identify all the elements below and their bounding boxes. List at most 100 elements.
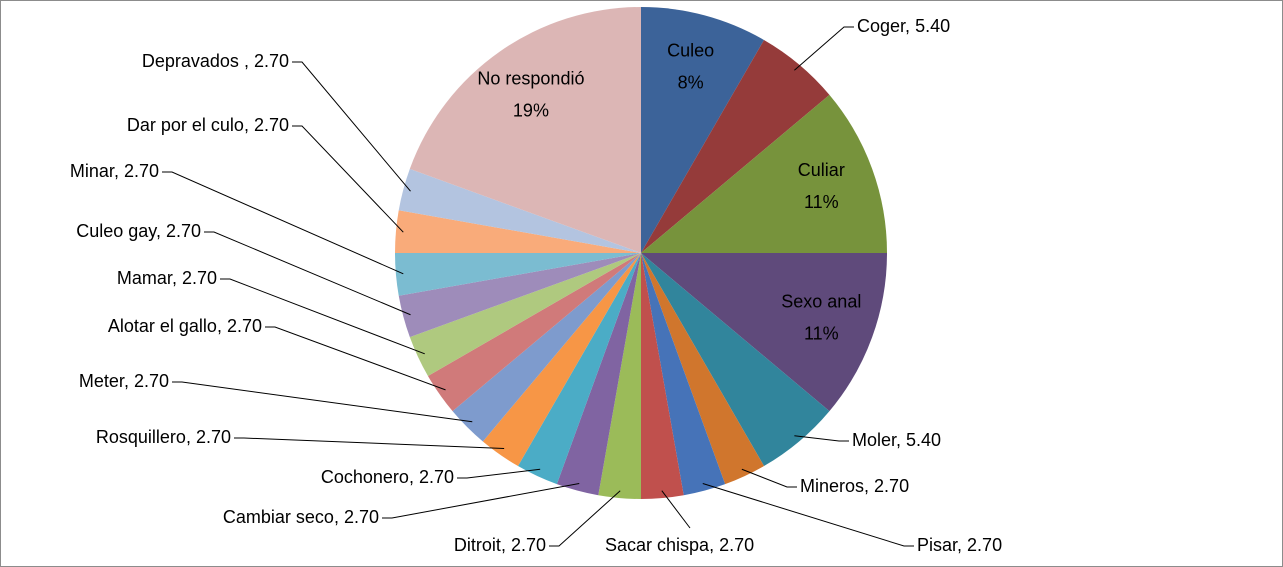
label-separator: , [217,316,227,336]
data-label: Alotar el gallo, 2.70 [108,316,262,336]
pie-slice [641,94,887,254]
value-label: 2.70 [967,535,1002,555]
pie-slice [641,253,684,499]
category-label: Sacar chispa [605,535,710,555]
pie-slice [641,253,726,496]
label-separator: , [124,371,134,391]
pie-slice [641,7,764,253]
value-label: 5.40 [915,16,950,36]
pie-slice [641,39,830,254]
data-label: Rosquillero, 2.70 [96,427,231,447]
category-label: Dar por el culo [127,115,244,135]
category-label: Alotar el gallo [108,316,217,336]
category-label: Mineros [800,476,864,496]
leader-line [172,381,473,423]
category-label: Cochonero [321,467,409,487]
pie-slice [398,253,641,338]
pie-slice [398,168,641,253]
category-label: Ditroit [454,535,501,555]
value-label: 11% [804,323,839,343]
value-label: 19% [513,101,549,121]
value-label: 2.70 [344,507,379,527]
label-separator: , [244,115,254,135]
label-separator: , [501,535,511,555]
value-label: 2.70 [227,316,262,336]
pie-slice [598,253,641,499]
label-separator: , [156,221,166,241]
data-label: Minar, 2.70 [70,161,159,181]
pie-slice [409,253,641,376]
label-separator: , [905,16,915,36]
value-label: 2.70 [254,51,289,71]
data-label: Dar por el culo, 2.70 [127,115,289,135]
category-label: Culeo gay [76,221,157,241]
pie-slice [395,210,641,253]
category-label: Mamar [117,268,173,288]
label-separator: , [244,51,254,71]
label-separator: , [896,430,906,450]
leader-line [162,171,404,275]
value-label: 2.70 [134,371,169,391]
pie-slice [482,253,641,467]
value-label: 2.70 [124,161,159,181]
leader-line [794,26,854,71]
data-label: Pisar, 2.70 [917,535,1002,555]
label-separator: , [957,535,967,555]
pie-slice [556,253,641,496]
data-label: Meter, 2.70 [79,371,169,391]
leader-line [702,483,914,547]
pie-slice [641,253,887,412]
value-label: 2.70 [254,115,289,135]
leader-line [549,490,621,547]
leader-line [661,490,691,529]
value-label: 2.70 [166,221,201,241]
data-label: Mamar, 2.70 [117,268,217,288]
label-separator: , [409,467,419,487]
leader-line [794,435,849,442]
value-label: 2.70 [719,535,754,555]
leader-line [457,468,541,479]
leader-line [292,61,411,192]
data-label: Mineros, 2.70 [800,476,909,496]
data-label: Cambiar seco, 2.70 [223,507,379,527]
category-label: Culeo [667,40,714,60]
category-label: No respondió [477,69,584,89]
pie-slice [409,7,641,253]
label-separator: , [114,161,124,181]
category-label: Meter [79,371,125,391]
leader-line [220,278,425,355]
leader-line [292,125,404,233]
label-separator: , [334,507,344,527]
value-label: 11% [804,192,839,212]
pie-slice [452,253,641,442]
data-label: Depravados , 2.70 [142,51,289,71]
value-label: 2.70 [419,467,454,487]
data-label: Ditroit, 2.70 [454,535,546,555]
pie-slice [395,253,641,296]
leader-line [741,468,797,488]
data-label: Cochonero, 2.70 [321,467,454,487]
value-label: 5.40 [906,430,941,450]
category-label: Culiar [798,160,845,180]
leader-line [204,231,411,316]
leader-line [382,482,580,519]
data-label: Coger, 5.40 [857,16,950,36]
label-separator: , [186,427,196,447]
category-label: Pisar [917,535,958,555]
label-separator: , [709,535,719,555]
pie-slice [641,253,830,467]
category-label: Sexo anal [781,291,861,311]
label-separator: , [864,476,874,496]
category-label: Cambiar seco [223,507,334,527]
data-label: Sacar chispa, 2.70 [605,535,754,555]
value-label: 2.70 [182,268,217,288]
category-label: Rosquillero [96,427,186,447]
category-label: Moler [852,430,897,450]
pie-slice [518,253,641,485]
leader-line [265,326,446,391]
category-label: Coger [857,16,906,36]
leader-line [234,437,505,449]
pie-slice [427,253,641,412]
